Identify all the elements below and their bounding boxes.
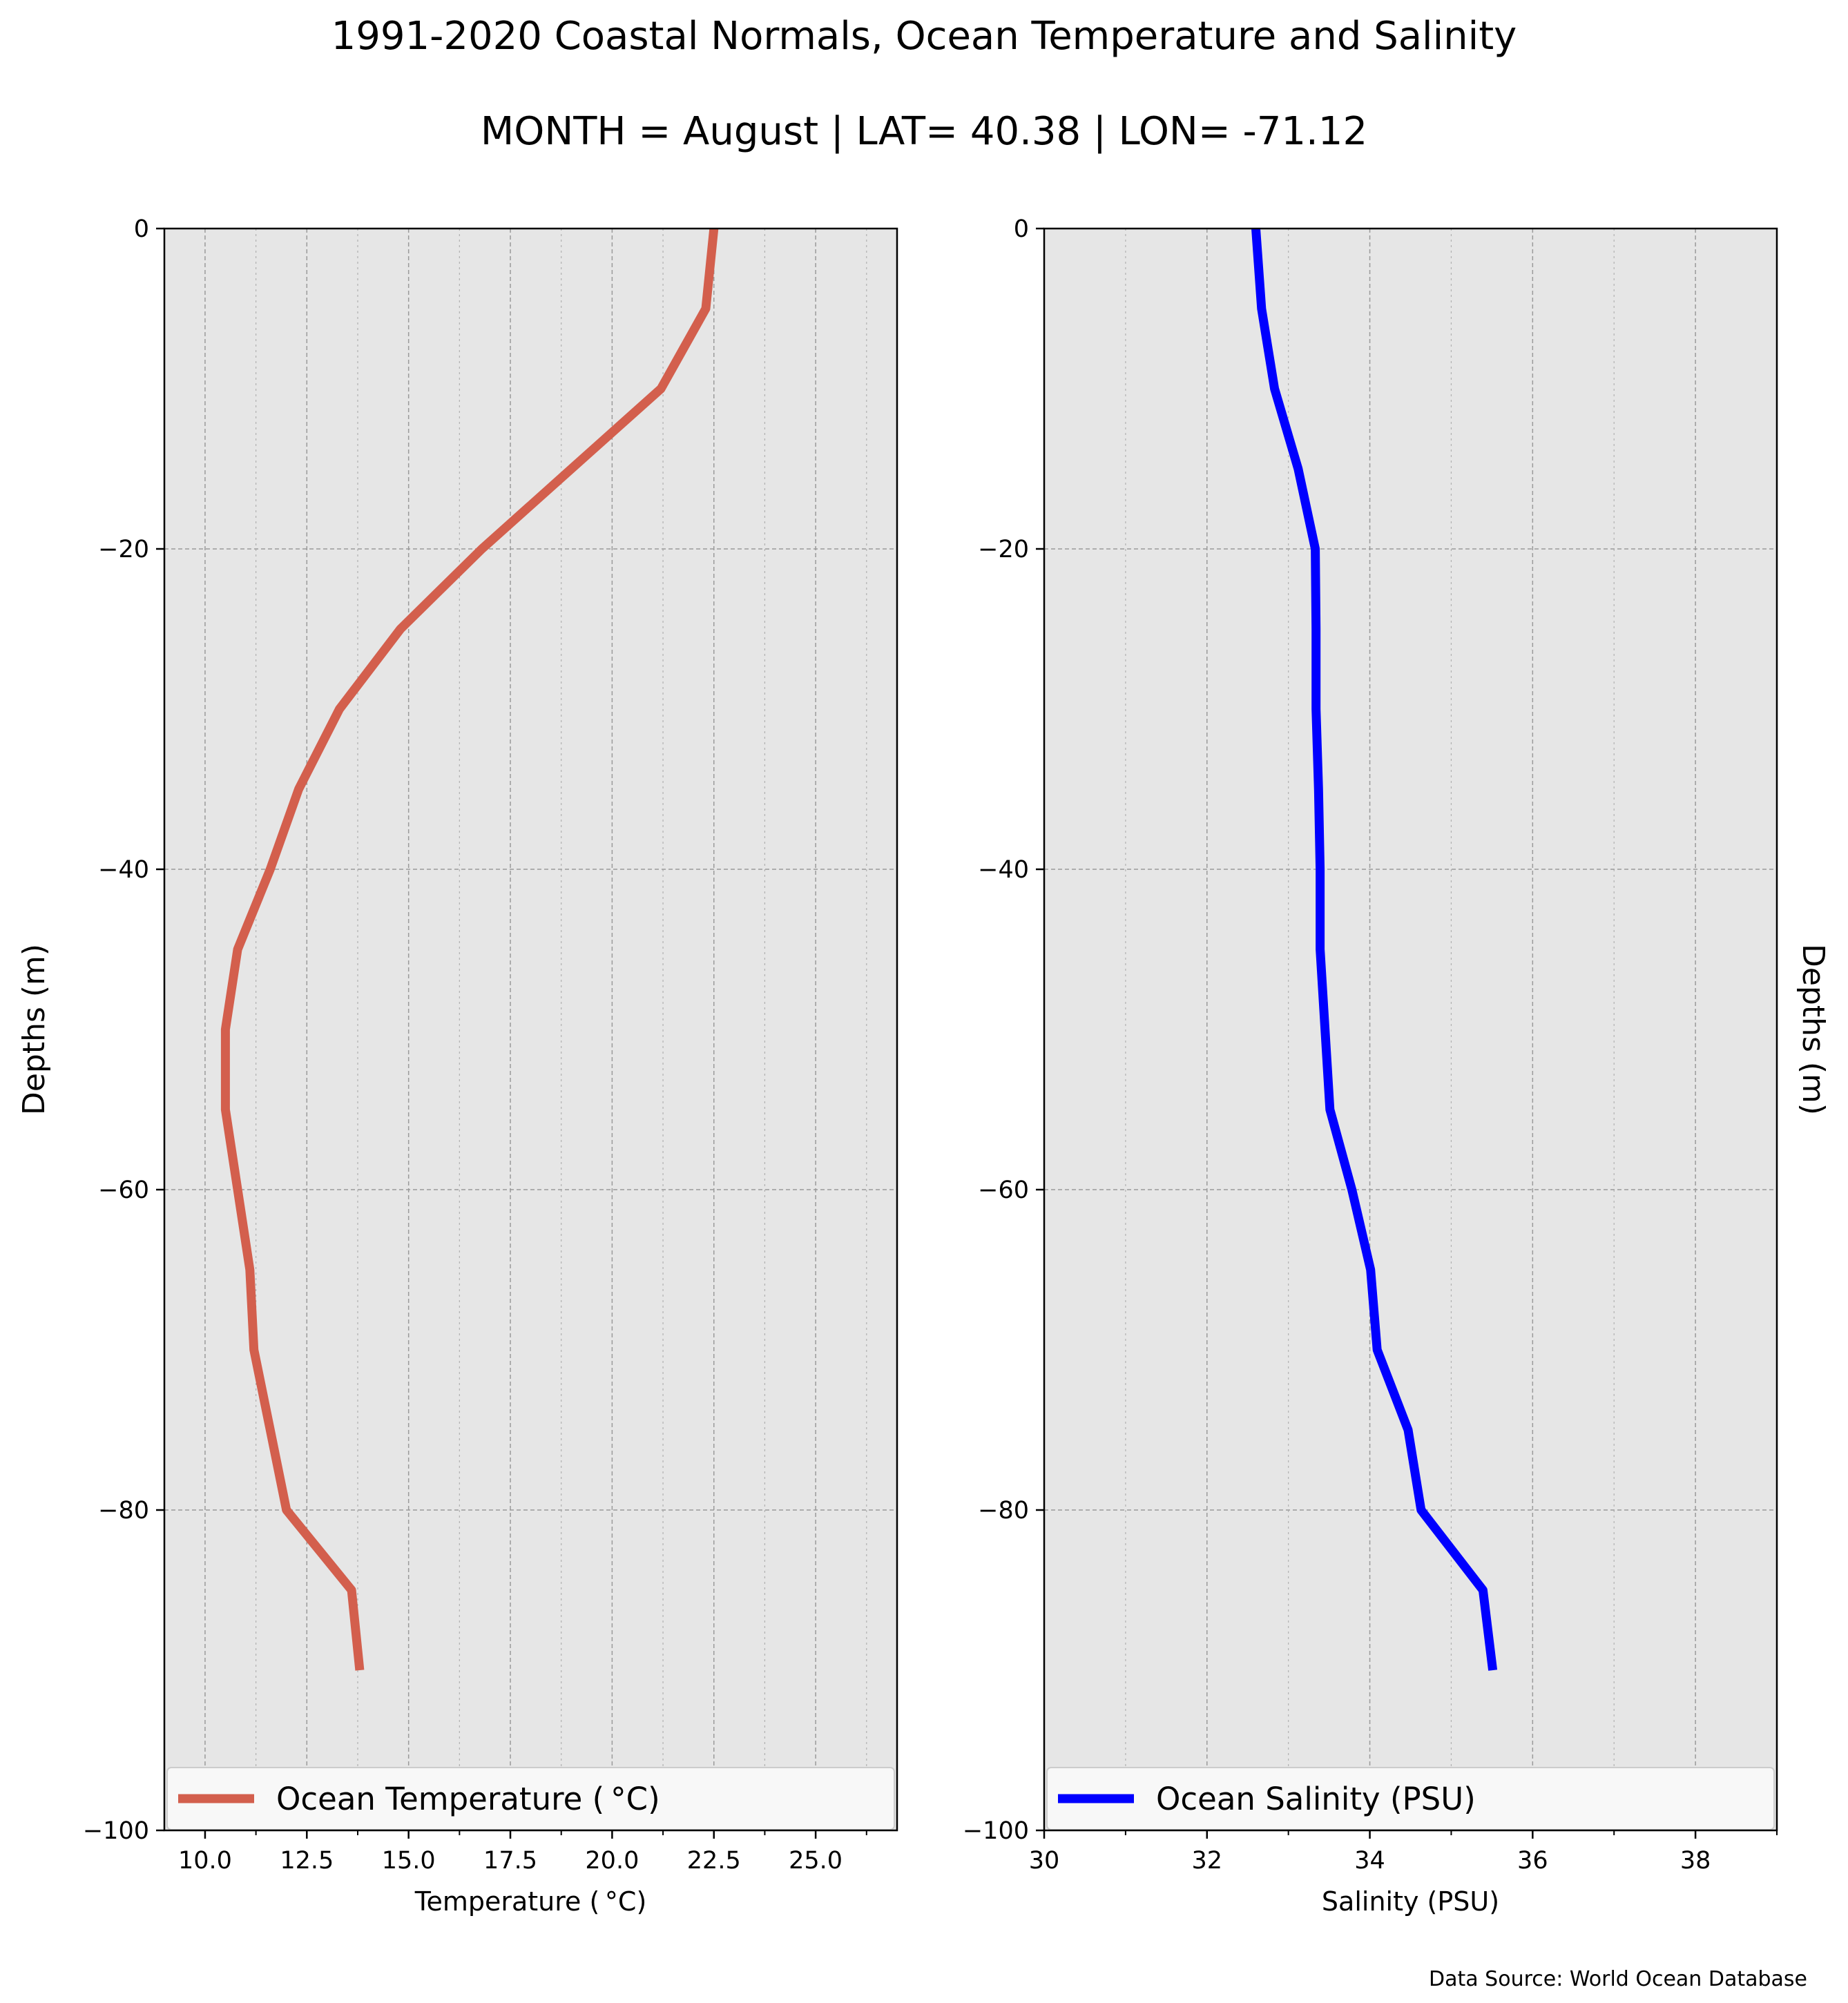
x-tick-label: 22.5 [687, 1847, 741, 1875]
y-axis-label-right: Depths (m) [1796, 944, 1831, 1115]
y-tick-label: −100 [963, 1817, 1029, 1845]
legend-label: Ocean Salinity (PSU) [1156, 1781, 1476, 1817]
x-tick-label: 30 [1029, 1847, 1060, 1875]
x-tick-label: 10.0 [178, 1847, 232, 1875]
x-tick-label: 12.5 [280, 1847, 334, 1875]
legend: Ocean Temperature ( °C) [166, 1767, 895, 1830]
y-tick-label: −40 [978, 856, 1029, 884]
y-axis-label-left: Depths (m) [17, 944, 52, 1115]
plot-area [164, 229, 897, 1830]
x-axis-label: Salinity (PSU) [1322, 1886, 1499, 1917]
x-axis-label: Temperature ( °C) [414, 1886, 647, 1917]
y-tick-label: −60 [98, 1177, 149, 1204]
y-tick-label: −100 [83, 1817, 149, 1845]
x-tick-label: 34 [1354, 1847, 1385, 1875]
plot-frame [163, 227, 898, 1832]
legend: Ocean Salinity (PSU) [1046, 1767, 1775, 1830]
legend-label: Ocean Temperature ( °C) [276, 1781, 660, 1817]
axis-ticks: 10.0 12.5 15.0 17.5 20.0 22.5 25.0 0 −20 −40 −60 −8… [83, 215, 867, 1875]
y-tick-label: −20 [98, 536, 149, 563]
axis-ticks: 30 32 34 36 38 0 −20 −40 −60 −80 −100 [963, 215, 1778, 1875]
data-source-note: Data Source: World Ocean Database [1429, 1967, 1807, 1991]
x-tick-label: 25.0 [789, 1847, 843, 1875]
salinity-series-line [1251, 228, 1498, 1671]
chart-subtitle: MONTH = August | LAT= 40.38 | LON= -71.1… [480, 109, 1368, 154]
y-tick-label: −80 [98, 1497, 149, 1525]
plot-area [1044, 229, 1777, 1830]
y-tick-label: −60 [978, 1177, 1029, 1204]
chart-title: 1991-2020 Coastal Normals, Ocean Tempera… [331, 14, 1517, 59]
y-tick-label: −80 [978, 1497, 1029, 1525]
temperature-panel: Ocean Temperature ( °C) 10.0 12.5 15.0 17.5… [83, 215, 898, 1917]
salinity-panel: Ocean Salinity (PSU) 30 32 34 36 38 0 −20 −40 −6… [963, 215, 1778, 1917]
x-tick-label: 17.5 [483, 1847, 537, 1875]
x-tick-label: 38 [1680, 1847, 1711, 1875]
y-tick-label: 0 [134, 215, 149, 243]
temperature-series-line [220, 228, 719, 1671]
x-tick-label: 32 [1192, 1847, 1223, 1875]
plot-frame [1043, 227, 1778, 1832]
x-tick-label: 36 [1517, 1847, 1548, 1875]
y-tick-label: −40 [98, 856, 149, 884]
y-tick-label: −20 [978, 536, 1029, 563]
y-tick-label: 0 [1014, 215, 1029, 243]
gridlines [164, 229, 897, 1830]
x-tick-label: 15.0 [382, 1847, 436, 1875]
x-tick-label: 20.0 [585, 1847, 639, 1875]
